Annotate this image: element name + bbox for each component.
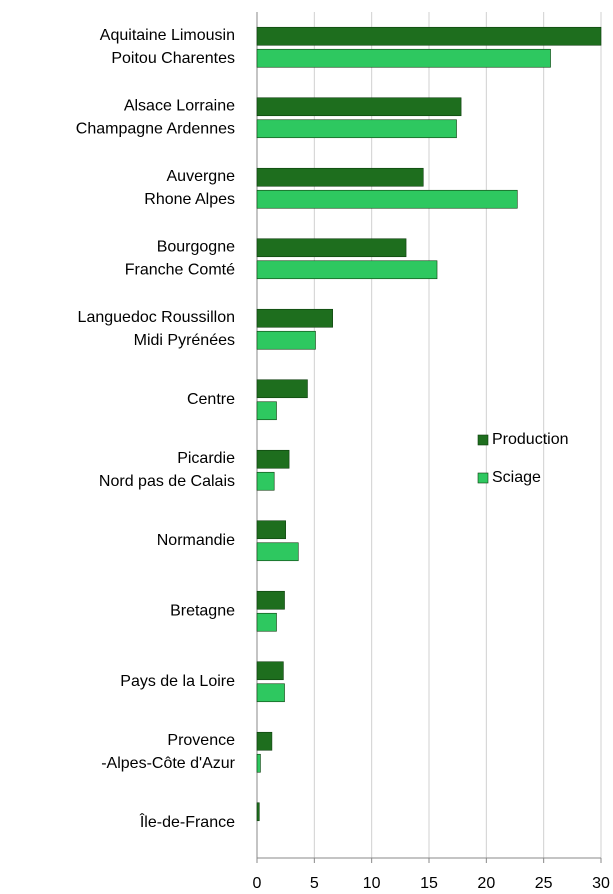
y-tick-label: Normandie (157, 532, 235, 549)
y-tick-label: Bourgogne (157, 238, 235, 255)
y-tick-label: Languedoc Roussillon (78, 309, 235, 326)
y-tick-label: Aquitaine Limousin (100, 27, 235, 44)
y-tick-label: Bretagne (170, 602, 235, 619)
bar (256, 189, 518, 209)
bar (256, 661, 284, 681)
bar (256, 520, 286, 540)
bar (256, 260, 438, 280)
bar (256, 731, 273, 751)
y-tick-label: Poitou Charentes (111, 50, 235, 67)
y-tick-label: Pays de la Loire (120, 673, 235, 690)
legend-label: Sciage (492, 469, 541, 486)
y-tick-label: Champagne Ardennes (76, 120, 235, 137)
y-tick-label: Île-de-France (139, 812, 235, 831)
bar (256, 542, 299, 562)
bar (256, 753, 261, 773)
x-tick-label: 5 (310, 875, 319, 892)
y-tick-label: -Alpes-Côte d'Azur (101, 755, 235, 772)
bar (256, 401, 277, 421)
bar (256, 48, 551, 68)
x-tick-label: 20 (477, 875, 495, 892)
y-tick-label: Picardie (177, 450, 235, 467)
y-tick-label: Centre (187, 391, 235, 408)
y-tick-label: Franche Comté (125, 261, 235, 278)
bar (256, 683, 285, 703)
y-tick-label: Auvergne (167, 168, 236, 185)
y-tick-label: Alsace Lorraine (124, 97, 235, 114)
bar (256, 308, 333, 328)
bar (256, 590, 285, 610)
legend-label: Production (492, 431, 569, 448)
x-tick-label: 10 (363, 875, 381, 892)
x-tick-label: 0 (253, 875, 262, 892)
x-tick-label: 25 (535, 875, 553, 892)
legend-swatch (477, 472, 489, 484)
bar (256, 97, 462, 117)
y-tick-label: Rhone Alpes (144, 191, 235, 208)
y-tick-label: Provence (167, 732, 235, 749)
bar (256, 449, 290, 469)
y-tick-label: Midi Pyrénées (134, 332, 235, 349)
bar (256, 26, 602, 46)
bar (256, 238, 407, 258)
bar (256, 802, 260, 822)
x-tick-label: 30 (592, 875, 610, 892)
bar (256, 471, 275, 491)
bar (256, 119, 457, 139)
bar (256, 612, 277, 632)
bar (256, 167, 424, 187)
bar (256, 379, 308, 399)
x-tick-label: 15 (420, 875, 438, 892)
bar (256, 330, 316, 350)
legend-swatch (477, 434, 489, 446)
y-tick-label: Nord pas de Calais (99, 473, 235, 490)
